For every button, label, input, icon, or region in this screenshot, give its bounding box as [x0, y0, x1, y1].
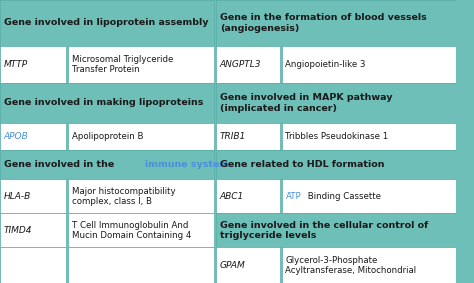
Bar [216, 0, 456, 46]
Text: ANGPTL3: ANGPTL3 [220, 60, 261, 69]
Text: Gene involved in the: Gene involved in the [4, 160, 117, 169]
Bar [282, 247, 456, 283]
Bar [0, 213, 66, 247]
Bar [0, 247, 66, 283]
Text: GPAM: GPAM [220, 261, 246, 270]
Bar [0, 150, 214, 179]
Text: Gene involved in the cellular control of
triglyceride levels: Gene involved in the cellular control of… [220, 221, 428, 240]
Text: Gene involved in lipoprotein assembly: Gene involved in lipoprotein assembly [4, 18, 208, 27]
Text: Gene related to HDL formation: Gene related to HDL formation [220, 160, 384, 169]
Text: Microsomal Triglyceride
Transfer Protein: Microsomal Triglyceride Transfer Protein [72, 55, 173, 74]
Bar [0, 0, 214, 46]
Text: Angiopoietin-like 3: Angiopoietin-like 3 [285, 60, 366, 69]
Text: Gene in the formation of blood vessels
(angiogenesis): Gene in the formation of blood vessels (… [220, 13, 427, 33]
Text: T Cell Immunoglobulin And
Mucin Domain Containing 4: T Cell Immunoglobulin And Mucin Domain C… [72, 221, 191, 240]
Text: Apolipoprotein B: Apolipoprotein B [72, 132, 143, 141]
Text: APOB: APOB [4, 132, 28, 141]
Text: HLA-B: HLA-B [4, 192, 31, 201]
Text: Glycerol-3-Phosphate
Acyltransferase, Mitochondrial: Glycerol-3-Phosphate Acyltransferase, Mi… [285, 256, 417, 275]
Bar [0, 46, 66, 83]
Text: Major histocompatibility
complex, class I, B: Major histocompatibility complex, class … [72, 186, 175, 206]
Bar [216, 179, 280, 213]
Bar [68, 179, 214, 213]
Text: MTTP: MTTP [4, 60, 28, 69]
Bar [282, 123, 456, 150]
Bar [282, 46, 456, 83]
Bar [0, 123, 66, 150]
Text: Tribbles Pseudokinase 1: Tribbles Pseudokinase 1 [285, 132, 389, 141]
Bar [68, 123, 214, 150]
Bar [0, 83, 214, 123]
Bar [0, 179, 66, 213]
Bar [216, 213, 456, 247]
Text: ATP: ATP [285, 192, 301, 201]
Text: Binding Cassette: Binding Cassette [305, 192, 381, 201]
Bar [216, 123, 280, 150]
Text: TIMD4: TIMD4 [4, 226, 32, 235]
Bar [216, 247, 280, 283]
Text: TRIB1: TRIB1 [220, 132, 246, 141]
Bar [282, 179, 456, 213]
Text: Gene involved in making lipoproteins: Gene involved in making lipoproteins [4, 98, 203, 108]
Bar [68, 213, 214, 247]
Bar [216, 83, 456, 123]
Text: Gene involved in MAPK pathway
(implicated in cancer): Gene involved in MAPK pathway (implicate… [220, 93, 392, 113]
Bar [216, 46, 280, 83]
Bar [216, 150, 456, 179]
Bar [68, 247, 214, 283]
Text: immune system: immune system [145, 160, 228, 169]
Bar [68, 46, 214, 83]
Text: ABC1: ABC1 [220, 192, 244, 201]
